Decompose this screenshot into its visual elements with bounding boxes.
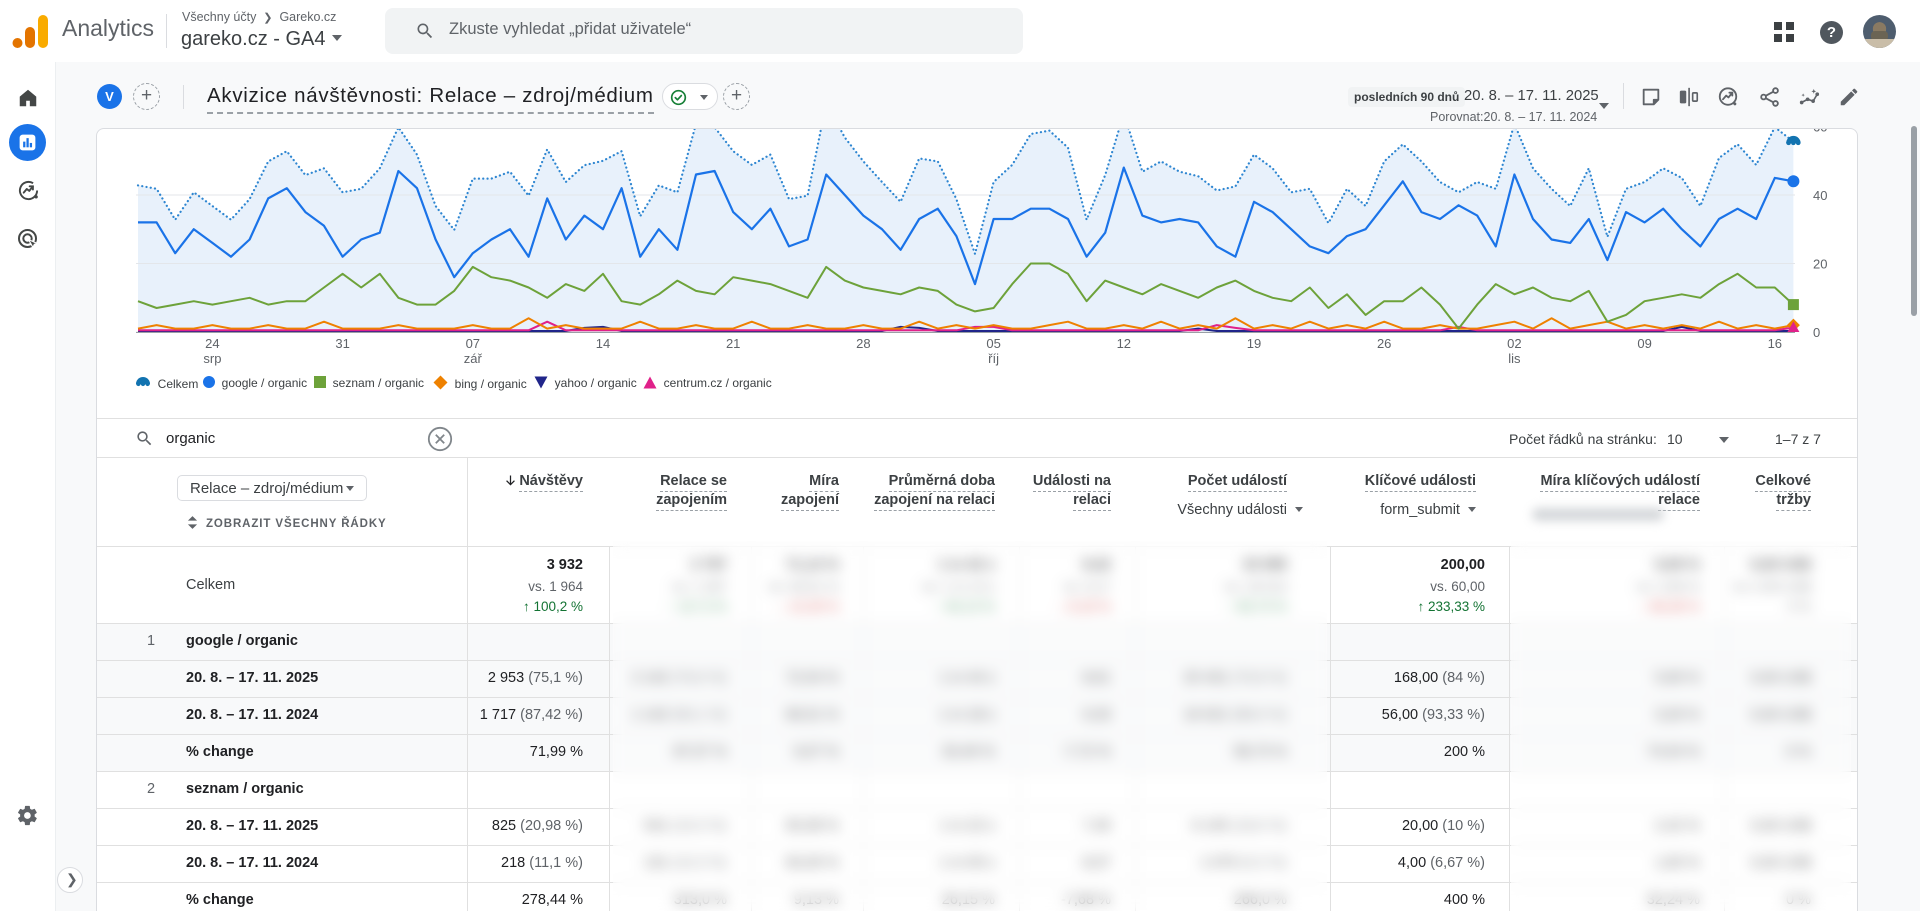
svg-text:24: 24 xyxy=(205,336,219,351)
svg-text:26: 26 xyxy=(1377,336,1391,351)
svg-text:02: 02 xyxy=(1507,336,1521,351)
svg-text:28: 28 xyxy=(856,336,870,351)
svg-text:09: 09 xyxy=(1637,336,1651,351)
svg-text:lis: lis xyxy=(1508,351,1521,366)
svg-text:40: 40 xyxy=(1813,188,1827,203)
svg-text:05: 05 xyxy=(986,336,1000,351)
svg-text:20: 20 xyxy=(1813,257,1827,272)
svg-text:14: 14 xyxy=(596,336,610,351)
svg-text:19: 19 xyxy=(1247,336,1261,351)
svg-text:zář: zář xyxy=(464,351,483,366)
svg-text:60: 60 xyxy=(1813,129,1827,135)
svg-text:říj: říj xyxy=(988,351,999,366)
svg-text:21: 21 xyxy=(726,336,740,351)
svg-text:12: 12 xyxy=(1117,336,1131,351)
svg-text:31: 31 xyxy=(335,336,349,351)
svg-text:srp: srp xyxy=(203,351,221,366)
svg-text:16: 16 xyxy=(1768,336,1782,351)
svg-text:0: 0 xyxy=(1813,325,1820,340)
svg-text:07: 07 xyxy=(466,336,480,351)
